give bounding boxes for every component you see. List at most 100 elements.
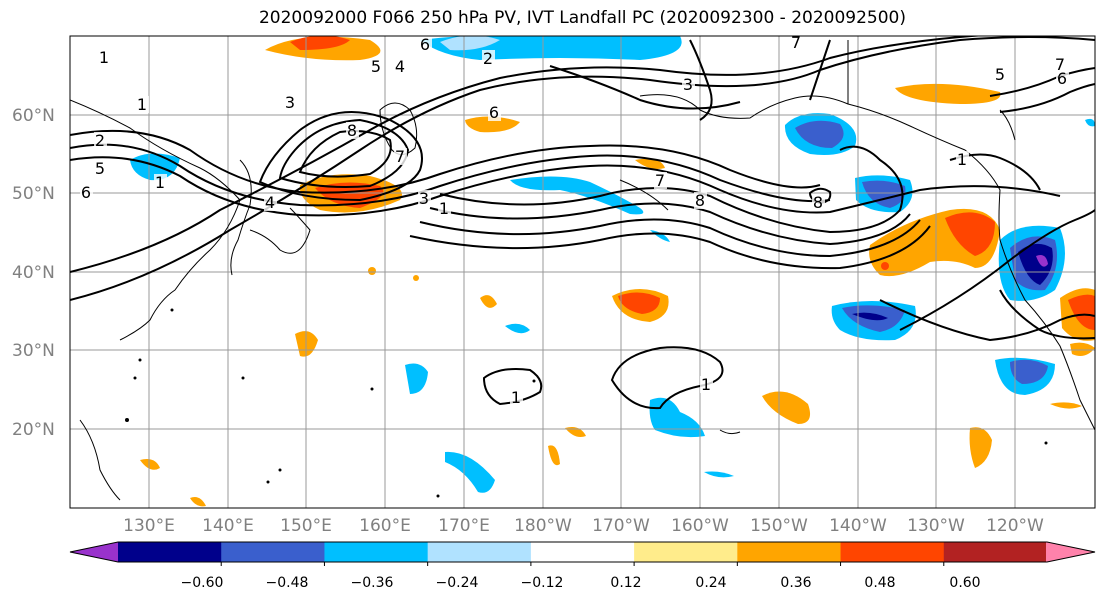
contour-label: 8: [813, 193, 823, 212]
lon-label: 140°E: [202, 516, 254, 536]
contour-label: 3: [285, 93, 295, 112]
colorbar-tick-label: −0.24: [436, 575, 479, 591]
colorbar-segment: [530, 542, 635, 562]
pv-contours: [70, 36, 1095, 410]
contour-label: 6: [420, 35, 430, 54]
colorbar-segment: [737, 542, 842, 562]
positive-anomaly-patch: [895, 83, 1001, 104]
negative-anomaly-patch: [862, 180, 906, 208]
lat-label: 30°N: [12, 341, 55, 361]
colorbar-segment: [840, 542, 945, 562]
positive-anomaly-patch: [1070, 342, 1095, 356]
contour-label: 1: [957, 150, 967, 169]
contour-label-bg: [94, 160, 107, 177]
lat-label: 40°N: [12, 263, 55, 283]
contour-label: 1: [99, 48, 109, 67]
contour-label: 6: [1057, 69, 1067, 88]
positive-anomaly-patch: [945, 212, 995, 256]
negative-anomaly-patch: [1010, 359, 1048, 384]
lon-label: 160°E: [359, 516, 411, 536]
contour-label-bg: [654, 172, 667, 189]
contour-label: 4: [395, 57, 405, 76]
contour-label-bg: [394, 58, 407, 75]
contour-label: 8: [347, 121, 357, 140]
lon-label: 160°W: [671, 516, 729, 536]
positive-anomaly-patch: [618, 292, 660, 314]
positive-anomaly-patch: [762, 391, 811, 424]
contour-label-bg: [694, 192, 707, 209]
colorbar-tick-label: −0.36: [351, 575, 394, 591]
map-title: 2020092000 F066 250 hPa PV, IVT Landfall…: [258, 8, 906, 28]
contour-label-bg: [94, 132, 107, 149]
negative-anomaly-patch: [505, 323, 530, 334]
contour-label: 7: [1055, 55, 1065, 74]
contour-label-bg: [418, 190, 431, 207]
contour-label: 1: [439, 199, 449, 218]
colorbar-outline: [69, 541, 1096, 563]
positive-anomaly-patch: [368, 267, 376, 275]
contour-label: 6: [81, 183, 91, 202]
contour-label: 2: [483, 49, 493, 68]
contour-label: 1: [137, 95, 147, 114]
contour-label: 5: [95, 159, 105, 178]
lat-label: 60°N: [12, 106, 55, 126]
negative-anomaly-patch: [1018, 243, 1053, 285]
contour-label: 7: [655, 171, 665, 190]
colorbar-tick-label: 0.48: [864, 575, 895, 591]
contour-label: 3: [419, 189, 429, 208]
contour-label-bg: [956, 151, 969, 168]
negative-anomaly-patch: [445, 451, 495, 493]
contour-label: 4: [265, 193, 275, 212]
contour-label: 1: [155, 173, 165, 192]
contour-label: 1: [701, 375, 711, 394]
contour-label: 7: [791, 33, 801, 52]
colorbar-segment: [324, 542, 429, 562]
contour-label-bg: [284, 94, 297, 111]
colorbar-tick-label: 0.12: [610, 575, 641, 591]
contour-label-bg: [264, 194, 277, 211]
colorbar: [69, 541, 1096, 566]
islands: [125, 308, 1048, 498]
negative-anomaly-patch: [440, 36, 500, 51]
contour-label-bg: [136, 96, 149, 113]
contour-label-bg: [1054, 56, 1067, 73]
colorbar-tick-label: −0.12: [521, 575, 564, 591]
positive-anomaly-patch: [480, 295, 497, 308]
contour-label-bg: [994, 66, 1007, 83]
contour-label-bg: [790, 36, 803, 51]
graticule: [70, 36, 1095, 508]
contour-label-bg: [510, 389, 523, 406]
positive-anomaly-patch: [140, 459, 160, 470]
negative-anomaly-patch: [1036, 255, 1048, 267]
lon-label: 150°W: [750, 516, 808, 536]
contour-label-bg: [1056, 70, 1069, 87]
contour-label: 3: [683, 75, 693, 94]
colorbar-tick-labels: −0.60 −0.48 −0.36 −0.24 −0.12 0.12 0.24 …: [181, 575, 981, 591]
negative-anomaly-patch: [704, 471, 734, 478]
contour-label: 5: [995, 65, 1005, 84]
contour-label-bg: [346, 122, 359, 139]
positive-anomaly-patch: [635, 158, 665, 169]
latitude-labels: 60°N 50°N 40°N 30°N 20°N: [12, 106, 55, 440]
positive-anomaly-patch: [290, 36, 350, 50]
map-frame: [69, 35, 1096, 509]
contour-label: 6: [489, 103, 499, 122]
contour-label-bg: [370, 58, 383, 75]
lon-label: 180°W: [514, 516, 572, 536]
contour-label: 5: [371, 57, 381, 76]
colorbar-segment: [943, 542, 1048, 562]
lon-label: 130°E: [123, 516, 175, 536]
negative-anomaly-patch: [405, 363, 428, 394]
positive-anomaly-patch: [881, 262, 889, 270]
colorbar-extend-max: [1046, 542, 1095, 562]
contour-label-bg: [98, 49, 111, 66]
colorbar-tick-label: 0.36: [780, 575, 811, 591]
contour-label: 7: [395, 147, 405, 166]
positive-anomaly-patch: [1068, 294, 1095, 330]
colorbar-extend-min: [70, 542, 119, 562]
contour-label-bg: [419, 36, 432, 53]
colorbar-segment: [118, 542, 222, 562]
lon-label: 170°W: [592, 516, 650, 536]
